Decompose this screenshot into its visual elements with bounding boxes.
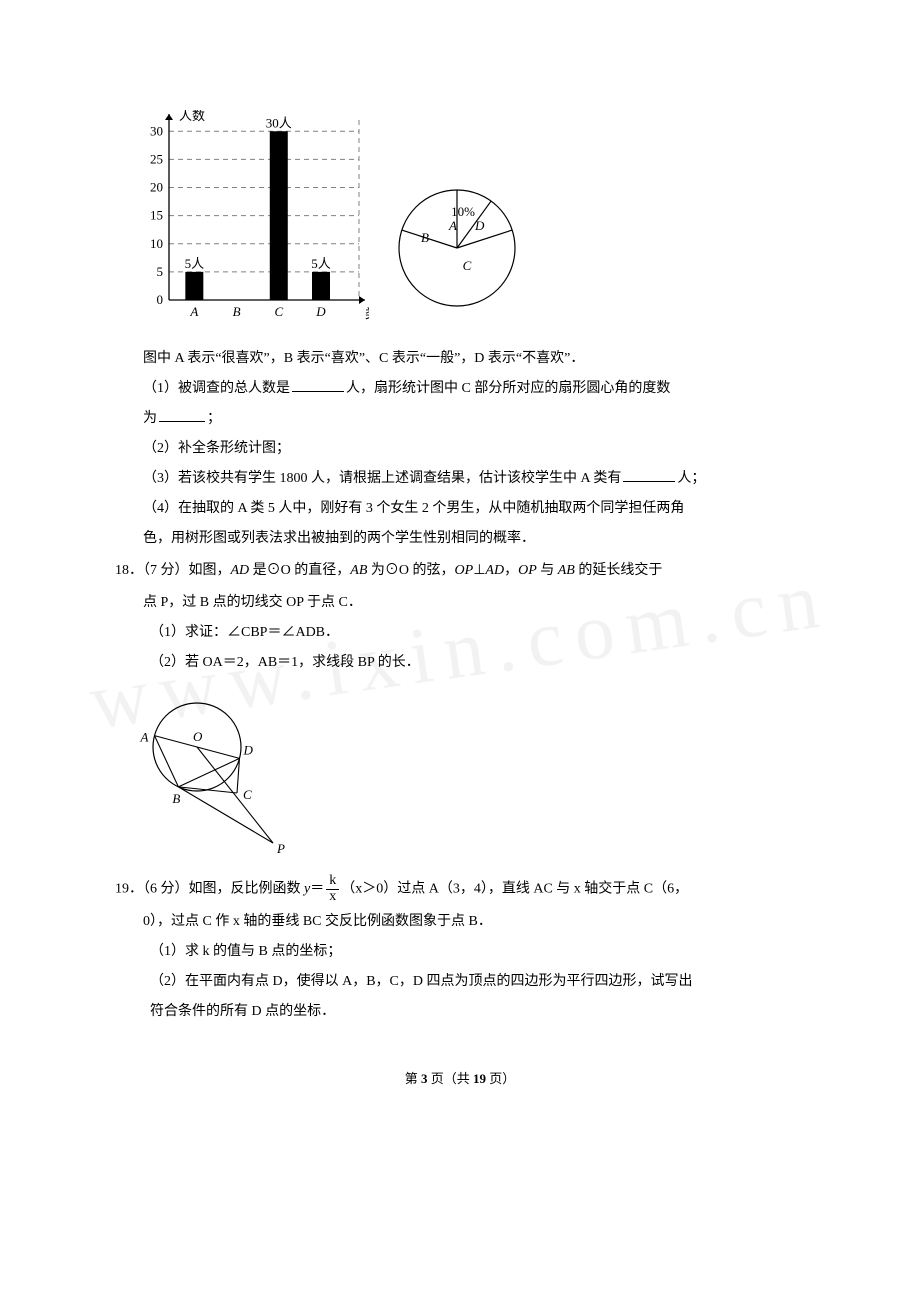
svg-text:B: B [421,230,429,245]
q18-head-b: 是⊙O 的直径， [249,563,350,578]
svg-text:A: A [139,730,148,745]
footer-c: 页（共 [427,1071,473,1086]
q18-head-d: ⊥ [473,563,485,578]
q19-head-b: （x＞0）过点 A（3，4），直线 AC 与 x 轴交于点 C（6， [341,881,688,896]
svg-text:O: O [193,729,203,744]
page-content: 51015202530人数类别05人AB30人C5人D 10%ADBC 图中 A… [115,110,805,1092]
svg-text:30: 30 [150,123,163,138]
q18-head-a: 18．（7 分）如图， [115,563,231,578]
q19-sub2a: （2）在平面内有点 D，使得以 A，B，C，D 四点为顶点的四边形为平行四边形，… [115,968,805,996]
svg-text:人数: 人数 [179,110,205,123]
blank-total [292,379,344,392]
svg-text:B: B [233,304,241,319]
q17-sub3-b: 人； [677,471,705,486]
q19-head-a: 19．（6 分）如图，反比例函数 [115,881,304,896]
svg-text:D: D [474,218,485,233]
legend-line: 图中 A 表示“很喜欢”，B 表示“喜欢”、C 表示“一般”，D 表示“不喜欢”… [143,351,584,366]
q18-head-c: 为⊙O 的弦， [367,563,454,578]
blank-a-count [623,469,675,482]
svg-text:D: D [315,304,326,319]
page-footer: 第 3 页（共 19 页） [115,1066,805,1092]
q17-sub1: （1）被调查的总人数是 人，扇形统计图中 C 部分所对应的扇形圆心角的度数 [115,375,805,403]
bar-chart: 5 10 15 20 25 30 人数类别 0 5人 A B 30人 C 5人 D [129,110,369,331]
svg-text:C: C [243,787,252,802]
svg-text:C: C [274,304,283,319]
svg-text:5人: 5人 [311,256,331,271]
footer-e: 页） [486,1071,515,1086]
svg-text:0: 0 [157,292,164,307]
q17-sub4a: （4）在抽取的 A 类 5 人中，刚好有 3 个女生 2 个男生，从中随机抽取两… [115,495,805,523]
svg-text:10%: 10% [451,204,475,219]
q19-eq: ＝ [310,881,324,896]
q19-sub2b: 符合条件的所有 D 点的坐标． [115,998,805,1026]
q19-head2: 0），过点 C 作 x 轴的垂线 BC 交反比例函数图象于点 B． [115,908,805,936]
svg-text:5: 5 [157,264,164,279]
q19-head: 19．（6 分）如图，反比例函数 y＝kx（x＞0）过点 A（3，4），直线 A… [115,874,805,904]
svg-text:5人: 5人 [185,256,205,271]
blank-angle [159,409,205,422]
q18-sub1: （1）求证：∠CBP＝∠ADB． [115,619,805,647]
svg-text:20: 20 [150,180,163,195]
footer-total: 19 [473,1071,486,1086]
legend-text: 图中 A 表示“很喜欢”，B 表示“喜欢”、C 表示“一般”，D 表示“不喜欢”… [115,345,805,373]
svg-text:C: C [463,258,472,273]
q17-sub1-c: 为 [143,411,157,426]
svg-text:P: P [276,841,285,855]
q18-head-e: ， [504,563,518,578]
svg-text:30人: 30人 [266,115,292,130]
q17-sub1-d: ； [207,411,221,426]
q17-sub1-line2: 为； [115,405,805,433]
svg-text:类别: 类别 [365,306,369,320]
svg-text:D: D [243,742,254,757]
q17-sub4b: 色，用树形图或列表法求出被抽到的两个学生性别相同的概率． [115,525,805,553]
svg-text:A: A [448,218,457,233]
q18-sub2: （2）若 OA＝2，AB＝1，求线段 BP 的长． [115,649,805,677]
q19-frac: kx [326,874,339,904]
q18-head-g: 的延长线交于 [575,563,663,578]
pie-chart: 10%A D B C [389,180,529,331]
q18-figure: O A B C D P [135,685,805,866]
q19-frac-num: k [326,874,339,890]
charts-row: 51015202530人数类别05人AB30人C5人D 10%ADBC [129,110,805,331]
q17-sub1-b: 人，扇形统计图中 C 部分所对应的扇形圆心角的度数 [346,381,670,396]
q17-sub3: （3）若该校共有学生 1800 人，请根据上述调查结果，估计该校学生中 A 类有… [115,465,805,493]
q18-head-f: 与 [537,563,558,578]
q18-head: 18．（7 分）如图，AD 是⊙O 的直径，AB 为⊙O 的弦，OP⊥AD，OP… [115,557,805,585]
svg-text:A: A [189,304,198,319]
q17-sub2: （2）补全条形统计图； [115,435,805,463]
q17-sub3-a: （3）若该校共有学生 1800 人，请根据上述调查结果，估计该校学生中 A 类有 [143,471,621,486]
q17-sub1-a: （1）被调查的总人数是 [143,381,290,396]
svg-text:B: B [172,791,180,806]
svg-text:10: 10 [150,236,163,251]
svg-text:25: 25 [150,151,163,166]
q19-frac-den: x [326,890,339,905]
svg-text:15: 15 [150,208,163,223]
q18-head2: 点 P，过 B 点的切线交 OP 于点 C． [115,589,805,617]
q19-sub1: （1）求 k 的值与 B 点的坐标； [115,938,805,966]
footer-a: 第 [405,1071,421,1086]
